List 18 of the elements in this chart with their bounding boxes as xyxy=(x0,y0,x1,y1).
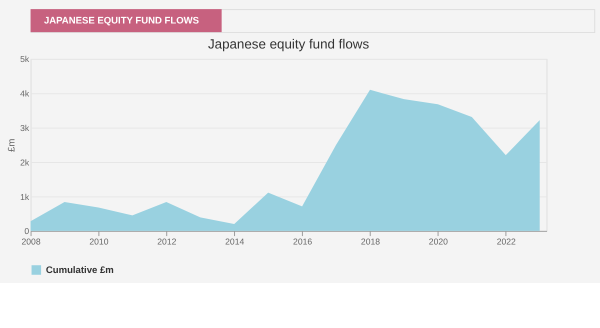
x-tick-label: 2020 xyxy=(428,236,448,247)
text: JAPANESE EQUITY FUND FLOWS xyxy=(44,16,200,27)
chart-title: Japanese equity fund flows xyxy=(208,36,370,52)
x-tick-label: 2016 xyxy=(293,236,312,247)
y-tick-label: 5k xyxy=(20,54,30,64)
y-axis-title: £m xyxy=(6,138,18,152)
y-tick-label: 2k xyxy=(20,157,30,168)
x-tick-label: 2008 xyxy=(22,236,41,247)
x-tick-label: 2012 xyxy=(157,236,177,247)
y-tick-label: 4k xyxy=(20,88,30,99)
x-tick-label: 2010 xyxy=(89,236,109,247)
x-tick-label: 2014 xyxy=(225,236,244,247)
y-tick-label: 1k xyxy=(20,192,30,202)
legend-label: Cumulative £m xyxy=(46,264,114,276)
y-tick-label: 0 xyxy=(24,226,30,236)
x-tick-label: 2018 xyxy=(360,236,380,247)
x-tick-label: 2022 xyxy=(496,236,516,247)
y-tick-label: 3k xyxy=(20,122,30,133)
